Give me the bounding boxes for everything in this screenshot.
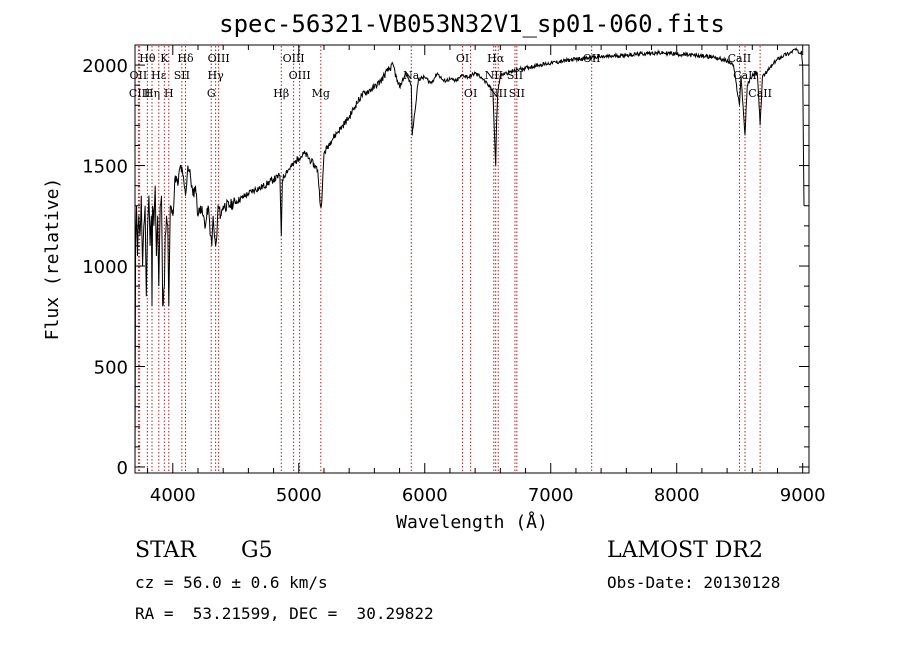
spectral-line-label: Hθ	[139, 52, 156, 65]
redshift-value: cz = 56.0 ± 0.6 km/s	[135, 573, 328, 592]
sky-coordinates: RA = 53.21599, DEC = 30.29822	[135, 604, 434, 623]
spectral-line-label: OII	[130, 69, 148, 82]
x-tick-label: 8000	[654, 485, 700, 506]
spectral-line-label: OI	[464, 87, 477, 100]
plot-axes: 4000 5000 6000 7000 8000 9000 0 500 1000 1500 2000	[82, 44, 826, 506]
chart-title: spec-56321-VB053N32V1_sp01-060.fits	[219, 10, 725, 38]
spectral-line-label: CaII	[728, 52, 752, 65]
object-class: STAR	[135, 538, 196, 563]
spectral-line-label: Hγ	[208, 69, 225, 82]
spectrum-line	[134, 47, 805, 468]
spectral-line-label: Hδ	[177, 52, 194, 65]
y-tick-label: 2000	[82, 56, 128, 77]
object-subclass: G5	[241, 538, 273, 563]
spectral-line-label: SII	[174, 69, 190, 82]
spectral-line-label: Hβ	[273, 87, 289, 100]
plot-frame	[134, 44, 810, 474]
spectral-line-label: OIII	[289, 69, 311, 82]
spectral-line-markers	[137, 46, 761, 472]
y-tick-label: 0	[117, 458, 128, 479]
spectral-line-label: H	[164, 87, 174, 100]
survey-name: LAMOST DR2	[607, 538, 763, 563]
x-tick-label: 6000	[402, 485, 448, 506]
spectral-line-label: OIII	[208, 52, 230, 65]
spectral-line-label: K	[160, 52, 169, 65]
spectral-line-label: OII	[583, 52, 601, 65]
spectral-line-label: Hε	[151, 69, 167, 82]
spectral-line-label: SII	[507, 69, 523, 82]
spectral-line-label: NII	[489, 87, 507, 100]
spectral-line-label: G	[207, 87, 216, 100]
x-tick-label: 5000	[276, 485, 322, 506]
y-axis-label: Flux (relative)	[42, 178, 63, 341]
x-tick-label: 7000	[528, 485, 574, 506]
spectral-line-label: OIII	[283, 52, 305, 65]
spectral-line-label: Na	[403, 69, 420, 82]
spectral-line-label: CaII	[748, 87, 772, 100]
spectrum-series	[134, 47, 805, 468]
y-tick-label: 1500	[82, 157, 128, 178]
x-tick-label: 9000	[780, 485, 826, 506]
spectral-line-label: SII	[509, 87, 525, 100]
x-axis-label: Wavelength (Å)	[396, 511, 548, 533]
spectral-line-label: CaII	[733, 69, 757, 82]
y-tick-label: 500	[94, 358, 128, 379]
spectral-line-label: Hη	[144, 87, 160, 100]
x-tick-label: 4000	[150, 485, 196, 506]
spectral-line-label: Hα	[487, 52, 505, 65]
spectral-line-label: NII	[485, 69, 503, 82]
spectral-line-label: OI	[456, 52, 469, 65]
spectral-line-label: CIII	[129, 87, 150, 100]
y-tick-label: 1000	[82, 257, 128, 278]
observation-date: Obs-Date: 20130128	[607, 573, 781, 592]
spectral-line-label: Mg	[312, 87, 330, 100]
